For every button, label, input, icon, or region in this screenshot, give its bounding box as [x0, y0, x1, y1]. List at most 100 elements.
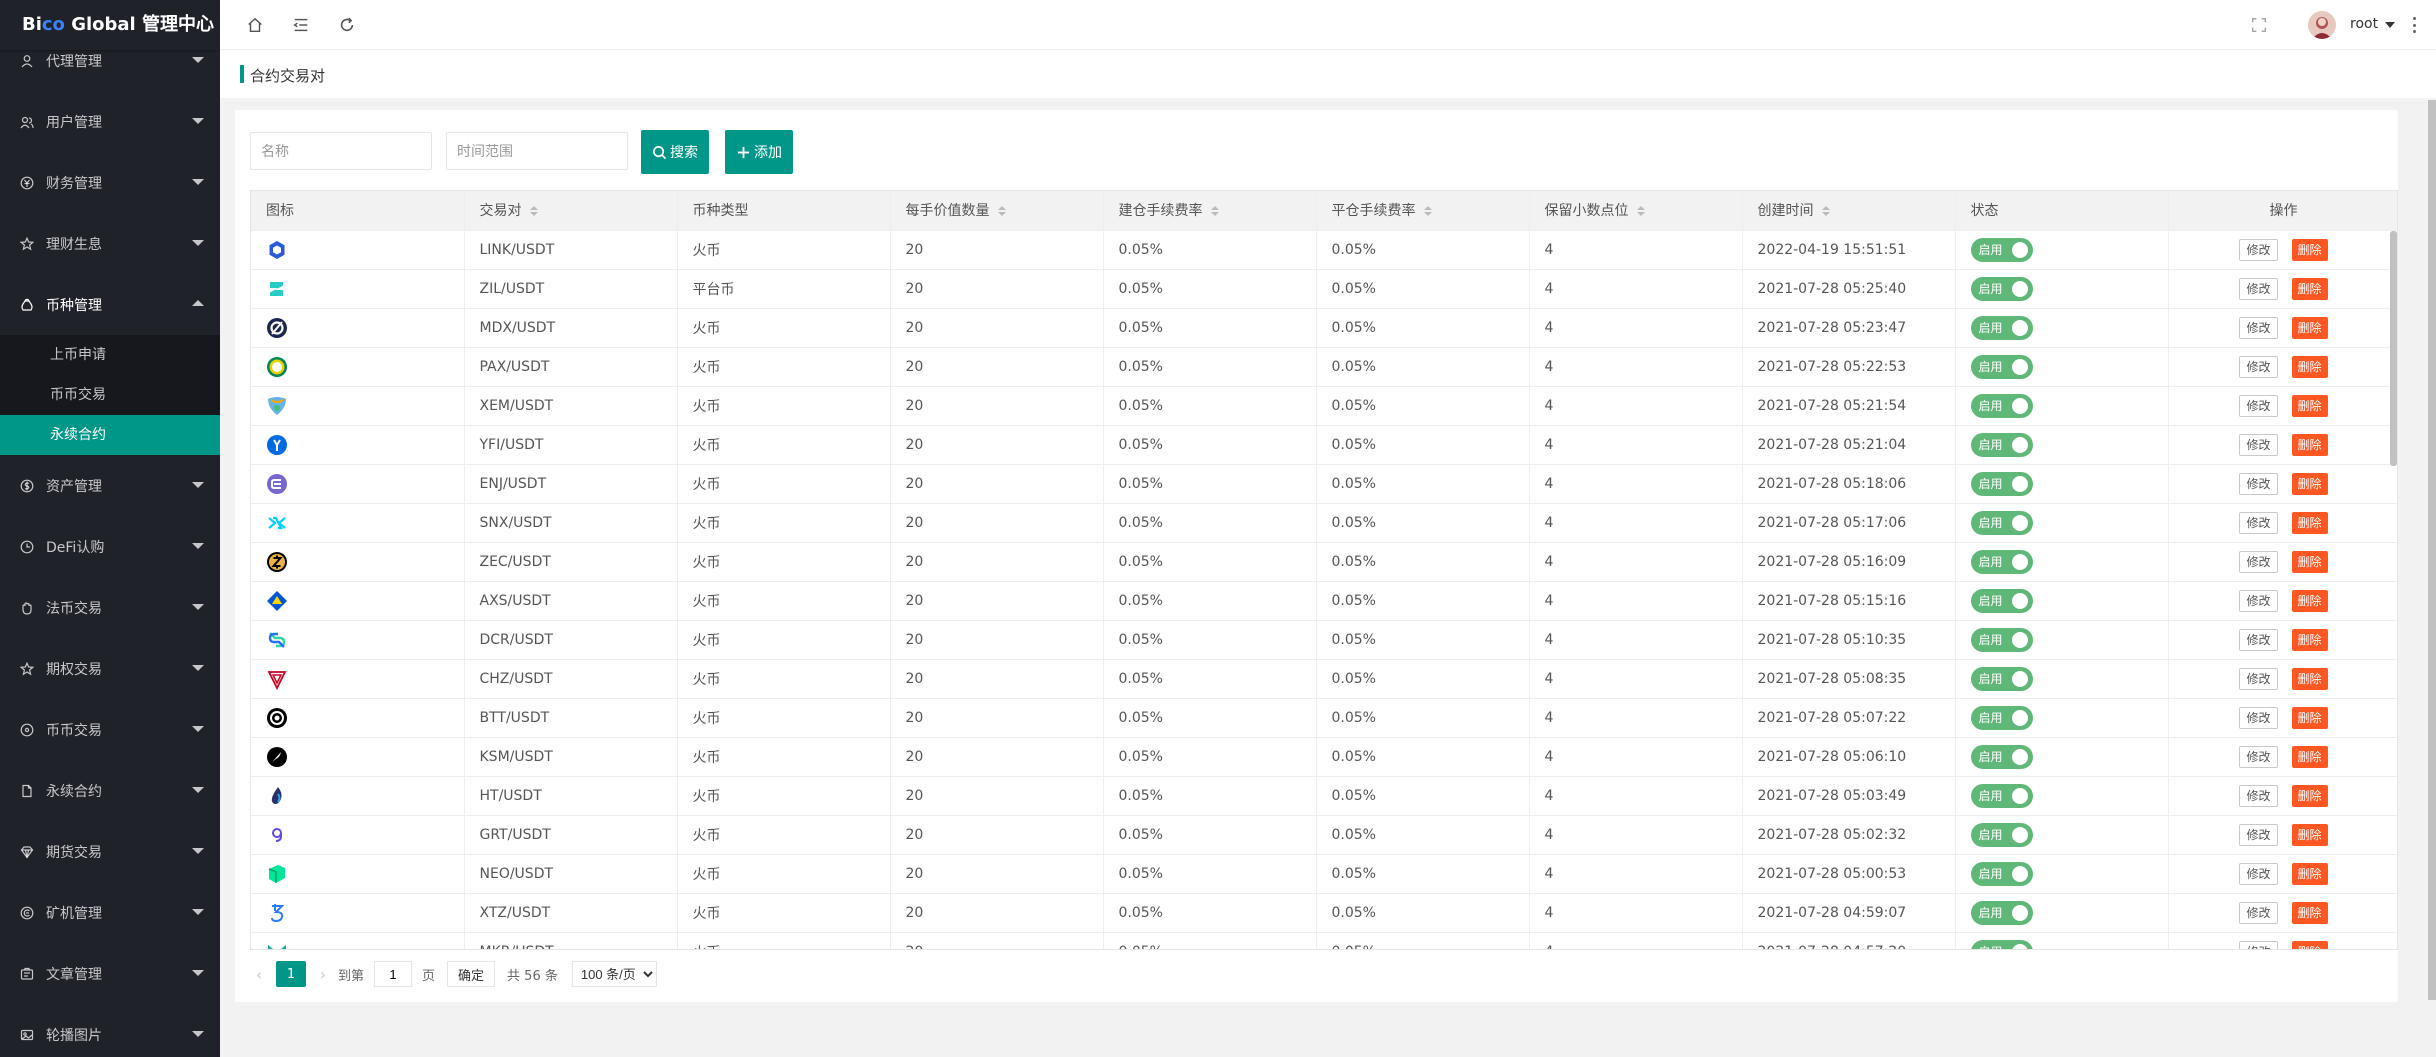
refresh-icon[interactable]	[334, 12, 360, 38]
status-toggle[interactable]: 启用	[1970, 666, 2033, 691]
edit-button[interactable]: 修改	[2239, 628, 2278, 651]
status-toggle[interactable]: 启用	[1970, 354, 2033, 379]
sort-icon[interactable]	[529, 206, 538, 217]
status-toggle[interactable]: 启用	[1970, 510, 2033, 535]
edit-button[interactable]: 修改	[2239, 667, 2278, 690]
table-scrollbar[interactable]	[2390, 231, 2397, 466]
delete-button[interactable]: 删除	[2291, 784, 2328, 807]
status-toggle[interactable]: 启用	[1970, 432, 2033, 457]
sidebar-subitem-2[interactable]: 币币交易	[50, 387, 106, 403]
prev-page-icon[interactable]: ‹	[255, 964, 263, 984]
edit-button[interactable]: 修改	[2239, 316, 2278, 339]
delete-button[interactable]: 删除	[2291, 706, 2328, 729]
fullscreen-icon[interactable]	[2246, 12, 2272, 38]
status-toggle[interactable]: 启用	[1970, 861, 2033, 886]
edit-button[interactable]: 修改	[2239, 706, 2278, 729]
delete-button[interactable]: 删除	[2291, 472, 2328, 495]
next-page-icon[interactable]: ›	[319, 964, 327, 984]
status-toggle[interactable]: 启用	[1970, 471, 2033, 496]
delete-button[interactable]: 删除	[2291, 628, 2328, 651]
edit-button[interactable]: 修改	[2239, 823, 2278, 846]
delete-button[interactable]: 删除	[2291, 823, 2328, 846]
status-toggle[interactable]: 启用	[1970, 705, 2033, 730]
delete-button[interactable]: 删除	[2291, 901, 2328, 924]
current-page-button[interactable]: 1	[276, 961, 306, 987]
edit-button[interactable]: 修改	[2239, 433, 2278, 456]
delete-button[interactable]: 删除	[2291, 277, 2328, 300]
delete-button[interactable]: 删除	[2291, 511, 2328, 534]
edit-button[interactable]: 修改	[2239, 745, 2278, 768]
username[interactable]: root	[2350, 16, 2379, 32]
page-scrollbar[interactable]	[2428, 100, 2436, 1000]
edit-button[interactable]: 修改	[2239, 784, 2278, 807]
status-toggle[interactable]: 启用	[1970, 783, 2033, 808]
edit-button[interactable]: 修改	[2239, 511, 2278, 534]
name-search-input[interactable]	[250, 132, 432, 170]
search-button[interactable]: 搜索	[641, 130, 709, 174]
status-toggle[interactable]: 启用	[1970, 939, 2033, 949]
edit-button[interactable]: 修改	[2239, 472, 2278, 495]
delete-button[interactable]: 删除	[2291, 355, 2328, 378]
edit-button[interactable]: 修改	[2239, 901, 2278, 924]
data-table-wrapper[interactable]: 图标 交易对 币种类型 每手价值数量 建仓手续费率 平仓手续费率 保留小数点位 创建时间 状态 操…	[250, 190, 2398, 950]
sort-icon[interactable]	[1210, 206, 1219, 217]
chevron-down-icon[interactable]	[2385, 22, 2395, 28]
delete-button[interactable]: 删除	[2291, 238, 2328, 261]
column-header[interactable]: 保留小数点位	[1529, 191, 1743, 231]
avatar[interactable]	[2308, 11, 2336, 39]
status-toggle[interactable]: 启用	[1970, 822, 2033, 847]
sort-icon[interactable]	[1423, 206, 1432, 217]
confirm-page-button[interactable]: 确定	[447, 961, 496, 987]
column-header[interactable]: 平仓手续费率	[1316, 191, 1530, 231]
status-toggle[interactable]: 启用	[1970, 237, 2033, 262]
sort-icon[interactable]	[1821, 206, 1830, 217]
edit-button[interactable]: 修改	[2239, 355, 2278, 378]
sidebar-item-1[interactable]: 代理管理	[0, 30, 220, 91]
status-toggle[interactable]: 启用	[1970, 549, 2033, 574]
column-header[interactable]: 创建时间	[1742, 191, 1956, 231]
status-toggle[interactable]: 启用	[1970, 627, 2033, 652]
status-toggle[interactable]: 启用	[1970, 900, 2033, 925]
sort-icon[interactable]	[1636, 206, 1645, 217]
delete-button[interactable]: 删除	[2291, 862, 2328, 885]
status-toggle[interactable]: 启用	[1970, 588, 2033, 613]
status-toggle[interactable]: 启用	[1970, 393, 2033, 418]
edit-button[interactable]: 修改	[2239, 277, 2278, 300]
edit-button[interactable]: 修改	[2239, 940, 2278, 949]
sidebar-item-9[interactable]: 期权交易	[0, 638, 220, 699]
sidebar-subitem-3[interactable]: 永续合约	[0, 415, 220, 455]
sidebar-item-5[interactable]: 币种管理	[0, 274, 220, 335]
sidebar-item-3[interactable]: 财务管理	[0, 152, 220, 213]
sidebar-item-12[interactable]: 期货交易	[0, 821, 220, 882]
status-toggle[interactable]: 启用	[1970, 276, 2033, 301]
sidebar-item-10[interactable]: 币币交易	[0, 699, 220, 760]
sidebar-item-14[interactable]: 文章管理	[0, 943, 220, 1004]
sidebar-item-13[interactable]: 矿机管理	[0, 882, 220, 943]
add-button[interactable]: 添加	[725, 130, 793, 174]
sidebar-item-4[interactable]: 理财生息	[0, 213, 220, 274]
column-header[interactable]: 交易对	[464, 191, 678, 231]
menu-toggle-icon[interactable]	[288, 12, 314, 38]
column-header[interactable]: 建仓手续费率	[1103, 191, 1317, 231]
time-range-input[interactable]	[446, 132, 628, 170]
edit-button[interactable]: 修改	[2239, 238, 2278, 261]
delete-button[interactable]: 删除	[2291, 589, 2328, 612]
sidebar-item-8[interactable]: 法币交易	[0, 577, 220, 638]
sidebar-item-6[interactable]: 资产管理	[0, 455, 220, 516]
delete-button[interactable]: 删除	[2291, 667, 2328, 690]
page-number-input[interactable]	[374, 961, 413, 987]
sidebar-subitem-1[interactable]: 上币申请	[50, 347, 106, 363]
more-vertical-icon[interactable]	[2408, 14, 2420, 36]
sort-icon[interactable]	[997, 206, 1006, 217]
status-toggle[interactable]: 启用	[1970, 744, 2033, 769]
edit-button[interactable]: 修改	[2239, 589, 2278, 612]
column-header[interactable]: 每手价值数量	[890, 191, 1104, 231]
delete-button[interactable]: 删除	[2291, 745, 2328, 768]
edit-button[interactable]: 修改	[2239, 550, 2278, 573]
sidebar-item-15[interactable]: 轮播图片	[0, 1004, 220, 1057]
page-size-select[interactable]: 100 条/页	[571, 961, 657, 987]
delete-button[interactable]: 删除	[2291, 316, 2328, 339]
sidebar-item-7[interactable]: DeFi认购	[0, 516, 220, 577]
delete-button[interactable]: 删除	[2291, 433, 2328, 456]
delete-button[interactable]: 删除	[2291, 394, 2328, 417]
